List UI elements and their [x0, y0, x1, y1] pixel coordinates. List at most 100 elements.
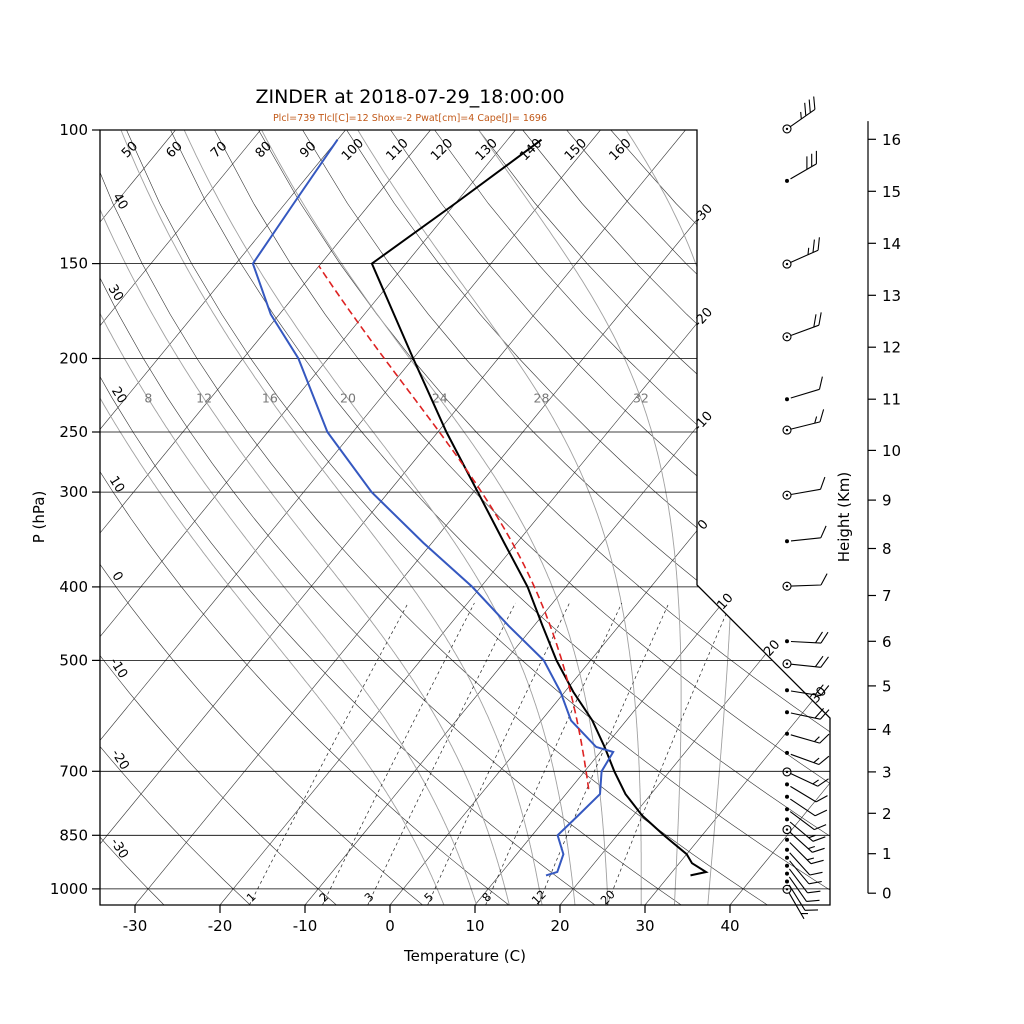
- station-dot: [785, 688, 789, 693]
- station-circle: [782, 825, 792, 835]
- station-dot: [785, 847, 789, 852]
- wind-barb: [789, 852, 823, 876]
- svg-text:150: 150: [562, 136, 590, 164]
- svg-text:30: 30: [105, 282, 126, 304]
- height-tick-label: 14: [882, 235, 901, 253]
- grid-mixing-ratio-lines: [249, 602, 732, 905]
- grid-pressure-lines: [100, 130, 830, 890]
- station-dot: [785, 879, 789, 884]
- svg-text:40: 40: [109, 191, 130, 213]
- chart-subtitle: Plcl=739 Tlcl[C]=12 Shox=-2 Pwat[cm]=4 C…: [272, 113, 548, 124]
- station-circle: [782, 124, 792, 134]
- svg-text:16: 16: [262, 391, 278, 406]
- grid-labels: 50 60 70 80 90 100 110 120 130 140 150 160403020100…: [105, 136, 831, 907]
- wind-barb: [789, 798, 828, 817]
- grid-isotherms: [100, 130, 830, 905]
- station-circle: [782, 884, 792, 894]
- svg-text:8: 8: [144, 391, 152, 406]
- temperature-tick-label: 0: [385, 917, 395, 935]
- wind-barb: [790, 312, 822, 337]
- svg-text:60: 60: [164, 139, 186, 161]
- station-circle: [782, 581, 792, 591]
- wind-barb: [790, 409, 825, 430]
- station-dot: [785, 807, 789, 812]
- temperature-tick-label: 20: [550, 917, 569, 935]
- pressure-tick-label: 700: [59, 762, 88, 780]
- svg-text:2: 2: [316, 890, 331, 905]
- svg-text:12: 12: [529, 887, 549, 907]
- station-dot: [785, 539, 789, 544]
- svg-text:10: 10: [714, 591, 736, 613]
- svg-text:32: 32: [633, 391, 649, 406]
- svg-text:12: 12: [196, 391, 212, 406]
- chart-title: ZINDER at 2018-07-29_18:00:00: [255, 86, 565, 108]
- wind-barb: [788, 868, 821, 894]
- wind-barb: [790, 773, 829, 787]
- svg-text:0: 0: [108, 569, 125, 584]
- wind-barb: [790, 753, 830, 766]
- wind-barb: [790, 785, 828, 803]
- wind-barb: [789, 831, 825, 853]
- svg-text:100: 100: [339, 136, 367, 164]
- svg-text:20: 20: [598, 887, 618, 907]
- temperature-tick-label: 10: [465, 917, 484, 935]
- station-dot: [785, 731, 789, 736]
- svg-text:20: 20: [108, 384, 129, 406]
- height-tick-label: 10: [882, 442, 901, 460]
- height-tick-label: 4: [882, 721, 892, 739]
- pressure-tick-label: 250: [59, 423, 88, 441]
- wind-barb: [790, 476, 826, 496]
- wind-barb: [789, 821, 826, 842]
- wind-barb: [789, 860, 822, 885]
- height-axis-title: Height (Km): [835, 472, 853, 563]
- wind-barb: [790, 655, 829, 668]
- station-circle: [782, 332, 792, 342]
- station-circle: [782, 659, 792, 669]
- wind-barb: [788, 892, 808, 920]
- svg-text:10: 10: [106, 474, 127, 496]
- pressure-tick-label: 100: [59, 121, 88, 139]
- wind-barb: [790, 525, 827, 542]
- height-tick-label: 15: [882, 183, 901, 201]
- temperature-tick-label: -10: [293, 917, 318, 935]
- svg-text:3: 3: [362, 890, 377, 905]
- svg-text:28: 28: [534, 391, 550, 406]
- grid-moist-adiabats: [100, 130, 734, 905]
- temperature-curve: [370, 138, 709, 877]
- station-circle: [782, 490, 792, 500]
- station-dot: [785, 710, 789, 715]
- height-tick-label: 3: [882, 763, 892, 781]
- dewpoint-curve: [251, 139, 615, 877]
- svg-text:110: 110: [384, 136, 412, 164]
- station-circle: [782, 425, 792, 435]
- y-axis-title: P (hPa): [30, 491, 48, 544]
- station-circle: [782, 259, 792, 269]
- svg-text:130: 130: [473, 136, 501, 164]
- height-tick-label: 2: [882, 805, 892, 823]
- height-tick-label: 16: [882, 131, 901, 149]
- pressure-tick-label: 200: [59, 349, 88, 367]
- height-tick-label: 11: [882, 391, 901, 409]
- station-dot: [785, 855, 789, 860]
- svg-text:90: 90: [297, 139, 319, 161]
- grid-dry-adiabats: [100, 130, 830, 905]
- svg-text:50: 50: [119, 139, 141, 161]
- svg-text:-20: -20: [691, 305, 716, 331]
- pressure-tick-label: 1000: [50, 880, 88, 898]
- temperature-tick-label: 40: [720, 917, 739, 935]
- station-dot: [785, 178, 789, 183]
- svg-text:-10: -10: [691, 409, 716, 435]
- svg-text:-30: -30: [691, 201, 716, 227]
- height-tick-label: 8: [882, 540, 892, 558]
- height-tick-label: 13: [882, 287, 901, 305]
- x-axis-title: Temperature (C): [403, 947, 526, 965]
- station-dot: [785, 817, 789, 822]
- svg-text:-10: -10: [106, 655, 130, 681]
- station-dot: [785, 794, 789, 799]
- height-tick-label: 5: [882, 677, 892, 695]
- station-dot: [785, 863, 789, 868]
- temperature-tick-label: -30: [123, 917, 148, 935]
